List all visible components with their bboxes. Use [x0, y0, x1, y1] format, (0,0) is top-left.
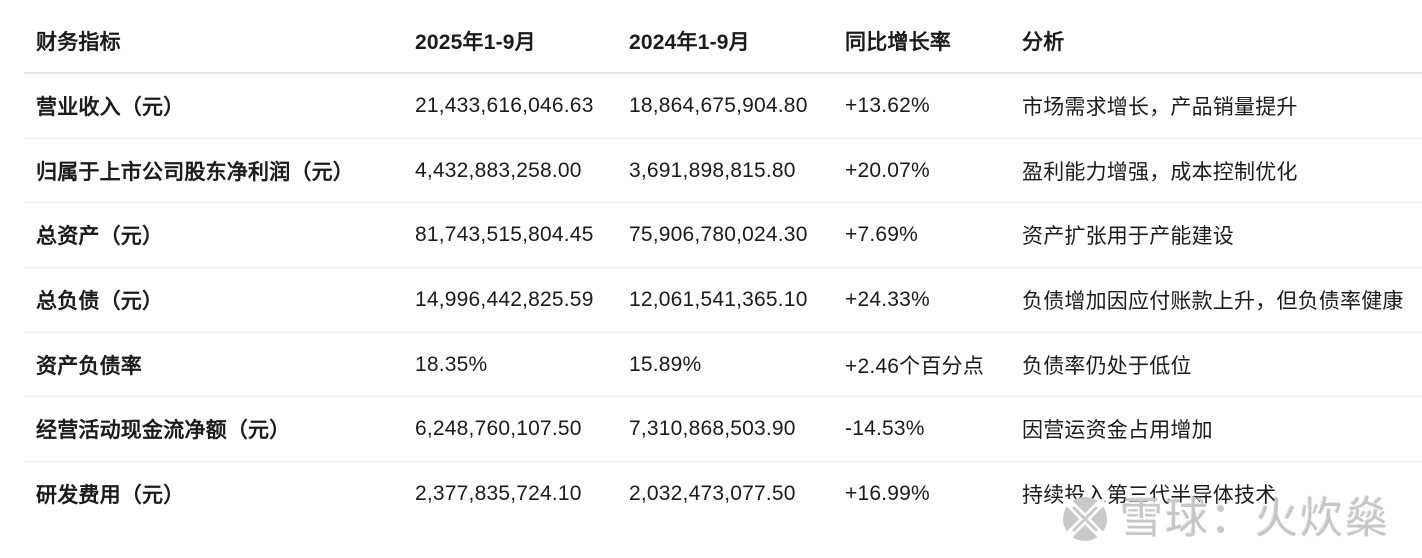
row-metric-label: 归属于上市公司股东净利润（元） — [36, 160, 354, 184]
row-value-2025: 21,433,616,046.63 — [415, 93, 594, 117]
row-value-2025: 18.35% — [415, 352, 488, 376]
row-value-2024: 3,691,898,815.80 — [629, 158, 796, 182]
row-value-2025: 2,377,835,724.10 — [415, 482, 582, 506]
row-yoy-value: +7.69% — [845, 223, 919, 247]
row-yoy-value: +2.46个百分点 — [845, 354, 984, 378]
table-row: 研发费用（元） 2,377,835,724.10 2,032,473,077.50 +… — [24, 462, 1422, 527]
row-value-2025: 4,432,883,258.00 — [415, 158, 582, 182]
column-header-2024: 2024年1-9月 — [629, 31, 750, 54]
table-row: 归属于上市公司股东净利润（元） 4,432,883,258.00 3,691,898… — [24, 139, 1422, 204]
column-header-analysis: 分析 — [1022, 31, 1065, 54]
row-analysis-text: 负债增加因应付账款上升，但负债率健康 — [1022, 289, 1404, 313]
table-row: 总资产（元） 81,743,515,804.45 75,906,780,024.30… — [24, 203, 1422, 269]
row-value-2025: 81,743,515,804.45 — [415, 223, 594, 247]
column-header-metric: 财务指标 — [36, 31, 121, 54]
table-row: 经营活动现金流净额（元） 6,248,760,107.50 7,310,868,50… — [24, 397, 1422, 463]
row-value-2024: 75,906,780,024.30 — [629, 223, 808, 247]
table-row: 营业收入（元） 21,433,616,046.63 18,864,675,904.8… — [24, 74, 1422, 139]
row-metric-label: 资产负债率 — [36, 354, 142, 378]
row-analysis-text: 盈利能力增强，成本控制优化 — [1022, 160, 1298, 184]
row-value-2024: 12,061,541,365.10 — [629, 287, 808, 311]
row-yoy-value: +24.33% — [845, 287, 930, 311]
row-value-2025: 14,996,442,825.59 — [415, 287, 594, 311]
row-metric-label: 总负债（元） — [36, 289, 164, 313]
table-row: 资产负债率 18.35% 15.89% +2.46个百分点 负债率仍处于低位 — [24, 333, 1422, 398]
column-header-2025: 2025年1-9月 — [415, 31, 536, 54]
financial-metrics-table: 财务指标 2025年1-9月 2024年1-9月 同比增长率 分析 营业收入（元… — [24, 0, 1422, 527]
column-header-yoy: 同比增长率 — [845, 31, 951, 54]
row-analysis-text: 负债率仍处于低位 — [1022, 354, 1192, 378]
row-metric-label: 经营活动现金流净额（元） — [36, 419, 291, 443]
table-header-row: 财务指标 2025年1-9月 2024年1-9月 同比增长率 分析 — [24, 0, 1422, 74]
row-analysis-text: 资产扩张用于产能建设 — [1022, 225, 1234, 249]
row-metric-label: 总资产（元） — [36, 225, 164, 249]
table-row: 总负债（元） 14,996,442,825.59 12,061,541,365.10… — [24, 268, 1422, 333]
row-yoy-value: -14.53% — [845, 417, 925, 441]
row-value-2024: 18,864,675,904.80 — [629, 93, 808, 117]
row-metric-label: 营业收入（元） — [36, 95, 185, 119]
row-value-2024: 2,032,473,077.50 — [629, 482, 796, 506]
row-value-2024: 7,310,868,503.90 — [629, 417, 796, 441]
row-analysis-text: 持续投入第三代半导体技术 — [1022, 484, 1277, 508]
row-yoy-value: +20.07% — [845, 158, 930, 182]
row-metric-label: 研发费用（元） — [36, 484, 185, 508]
row-analysis-text: 因营运资金占用增加 — [1022, 419, 1213, 443]
table-body: 营业收入（元） 21,433,616,046.63 18,864,675,904.8… — [24, 74, 1422, 527]
row-analysis-text: 市场需求增长，产品销量提升 — [1022, 95, 1298, 119]
row-value-2025: 6,248,760,107.50 — [415, 417, 582, 441]
row-yoy-value: +16.99% — [845, 482, 930, 506]
row-yoy-value: +13.62% — [845, 93, 930, 117]
row-value-2024: 15.89% — [629, 352, 702, 376]
